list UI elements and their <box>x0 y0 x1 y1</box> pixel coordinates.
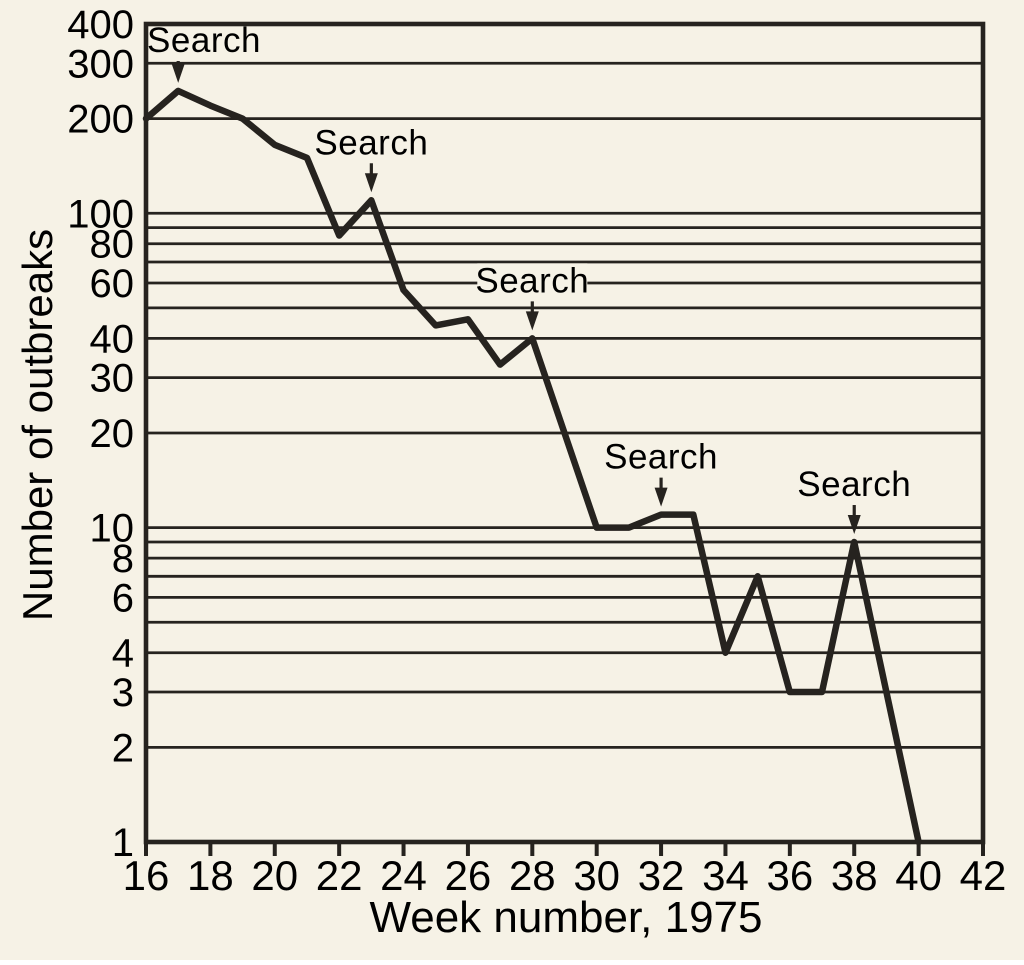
x-tick-label: 24 <box>380 852 427 899</box>
annotation-label-background <box>149 23 259 58</box>
y-tick-label: 8 <box>112 537 134 581</box>
y-tick-label: 6 <box>112 576 134 620</box>
x-axis-title: Week number, 1975 <box>370 893 763 942</box>
y-tick-label: 10 <box>90 507 135 551</box>
x-tick-label: 28 <box>509 852 556 899</box>
outbreaks-line <box>142 87 922 846</box>
y-tick-label: 1 <box>112 821 134 865</box>
y-tick-label: 40 <box>90 317 135 361</box>
search-annotation-label: Search <box>797 465 911 504</box>
x-tick-label: 38 <box>831 852 878 899</box>
annotation-label-background <box>477 263 588 299</box>
down-arrow-icon <box>364 173 378 193</box>
down-arrow-icon <box>847 515 861 535</box>
search-annotation-label: Search <box>604 438 718 477</box>
y-axis-title: Number of outbreaks <box>14 229 61 621</box>
outbreaks-line-series <box>142 87 922 846</box>
x-tick-label: 22 <box>316 852 363 899</box>
y-tick-label: 2 <box>112 726 134 770</box>
y-tick-label: 60 <box>90 262 135 306</box>
search-annotation-label: Search <box>475 261 589 300</box>
x-tick-label: 20 <box>251 852 298 899</box>
x-tick-label: 18 <box>187 852 234 899</box>
y-tick-label: 400 <box>67 3 134 47</box>
annotation-label-background <box>799 467 910 503</box>
plot-frame <box>143 21 986 845</box>
x-tick-label: 40 <box>895 852 942 899</box>
search-annotations: Search Search Search Search Search <box>147 21 911 535</box>
x-tick-label: 42 <box>960 852 1007 899</box>
annotation-backgrounds <box>149 23 910 503</box>
x-ticks-and-labels: 16 18 20 22 24 26 28 30 32 34 36 38 40 42 <box>123 842 1007 899</box>
x-tick-label: 26 <box>445 852 492 899</box>
x-tick-label: 32 <box>638 852 685 899</box>
search-annotation-label: Search <box>314 123 428 162</box>
down-arrow-icon <box>171 63 185 83</box>
y-tick-label: 20 <box>90 412 135 456</box>
down-arrow-icon <box>525 311 539 331</box>
down-arrow-icon <box>654 487 668 507</box>
y-tick-label: 30 <box>90 357 135 401</box>
y-tick-label: 3 <box>112 671 134 715</box>
axes-frame <box>143 21 986 845</box>
x-tick-label: 30 <box>573 852 620 899</box>
y-tick-label: 300 <box>67 42 134 86</box>
x-tick-label: 16 <box>123 852 170 899</box>
annotation-label-background <box>316 125 427 161</box>
y-tick-label: 100 <box>67 192 134 236</box>
x-tick-label: 36 <box>766 852 813 899</box>
x-tick-label: 34 <box>702 852 749 899</box>
y-tick-label: 80 <box>90 223 135 267</box>
search-annotation-label: Search <box>147 21 261 60</box>
annotation-label-background <box>606 439 717 475</box>
y-tick-label: 200 <box>67 98 134 142</box>
y-tick-label: 4 <box>112 632 134 676</box>
